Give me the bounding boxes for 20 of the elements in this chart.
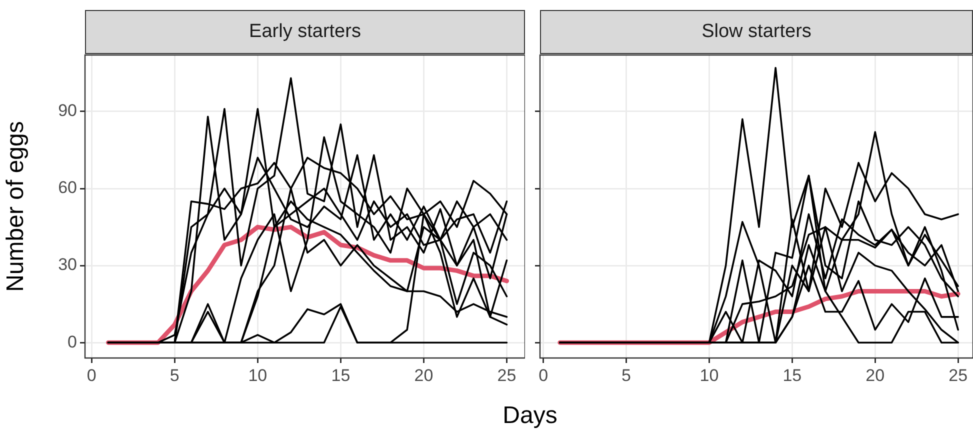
chart-title: Slow starters bbox=[540, 10, 973, 54]
x-tick-label: 0 bbox=[538, 366, 548, 385]
x-tick-label: 15 bbox=[331, 366, 350, 385]
x-tick-label: 10 bbox=[700, 366, 719, 385]
x-tick-label: 20 bbox=[414, 366, 434, 385]
y-tick-label: 90 bbox=[58, 101, 77, 120]
x-tick-label: 0 bbox=[86, 366, 96, 385]
x-tick-label: 5 bbox=[170, 366, 180, 385]
x-tick-label: 15 bbox=[782, 366, 802, 385]
y-tick-label: 60 bbox=[58, 178, 77, 198]
x-tick-label: 10 bbox=[248, 366, 268, 385]
y-tick-label: 30 bbox=[58, 255, 77, 274]
x-tick-label: 20 bbox=[866, 366, 885, 385]
x-axis-title: Days bbox=[502, 402, 558, 430]
x-tick-label: 5 bbox=[622, 366, 632, 385]
y-axis-title: Number of eggs bbox=[2, 121, 30, 292]
y-tick-label: 0 bbox=[68, 332, 77, 352]
x-tick-label: 25 bbox=[497, 366, 516, 385]
x-tick-label: 25 bbox=[948, 366, 968, 385]
chart-title: Early starters bbox=[85, 10, 525, 54]
